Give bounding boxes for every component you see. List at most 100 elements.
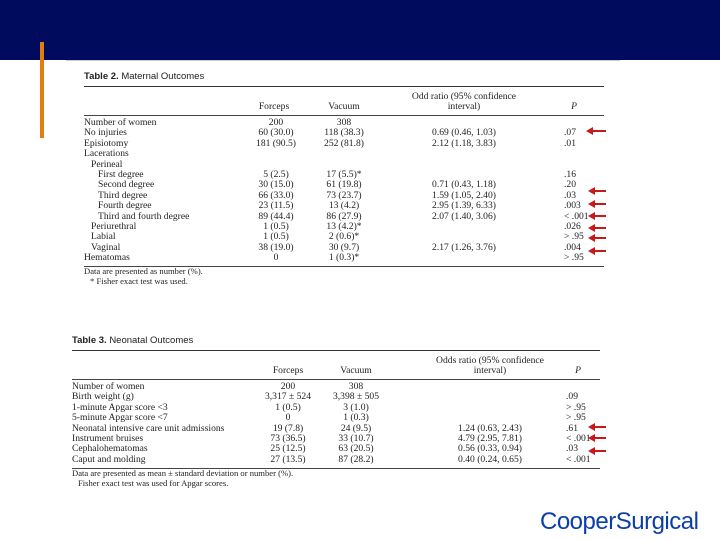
cell-forceps: 19 (7.8): [272, 422, 304, 434]
cell-odds-ratio: 2.95 (1.39, 6.33): [432, 200, 496, 212]
cell-forceps: 23 (11.5): [258, 200, 294, 212]
cell-forceps: 200: [268, 117, 284, 128]
cell-vacuum: 30 (9.7): [328, 241, 360, 253]
table3-header-p: P: [575, 364, 581, 376]
table3-body: Number of women 200 308 Birth weight (g) 3,3…: [72, 381, 600, 465]
table-row: Birth weight (g) 3,317 ± 524 3,398 ± 505 .0…: [72, 391, 600, 403]
table-row: Third and fourth degree 89 (44.4) 86 (27.9…: [84, 210, 604, 222]
table-row: Episiotomy 181 (90.5) 252 (81.8) 2.12 (1.18…: [84, 137, 604, 149]
table2-note-fisher: * Fisher exact test was used.: [90, 275, 188, 286]
row-label: Labial: [91, 231, 116, 243]
cell-vacuum: 3,398 ± 505: [332, 391, 380, 403]
cell-vacuum: 3 (1.0): [343, 401, 369, 413]
table3-header-forceps: Forceps: [272, 364, 304, 376]
table-row: Cephalohematomas 25 (12.5) 63 (20.5) 0.56 (…: [72, 443, 600, 455]
arrow-left-icon: [588, 212, 606, 220]
title-bar: [0, 0, 720, 60]
cell-forceps: 1 (0.5): [263, 220, 289, 232]
cell-forceps: 0: [273, 252, 279, 264]
cell-p-value: .03: [566, 443, 578, 455]
table-row: Periurethral 1 (0.5) 13 (4.2)* .026: [84, 220, 604, 232]
cell-vacuum: 1 (0.3): [343, 412, 369, 424]
cell-p-value: < .001: [566, 432, 591, 444]
row-label: Neonatal intensive care unit admissions: [72, 422, 225, 434]
cell-odds-ratio: 0.40 (0.24, 0.65): [458, 453, 522, 465]
cell-odds-ratio: 1.59 (1.05, 2.40): [432, 189, 496, 201]
row-label: Birth weight (g): [72, 391, 134, 403]
cell-p-value: .004: [564, 241, 581, 253]
cell-p-value: .20: [564, 179, 576, 191]
cell-p-value: > .95: [566, 401, 586, 413]
cell-vacuum: 86 (27.9): [326, 210, 362, 222]
table-row: Labial 1 (0.5) 2 (0.6)* > .95: [84, 231, 604, 243]
cell-forceps: 27 (13.5): [270, 453, 306, 465]
table3-note-fisher: Fisher exact test was used for Apgar sco…: [78, 477, 229, 488]
row-label: Third degree: [98, 189, 148, 201]
cell-vacuum: 118 (38.3): [324, 127, 364, 139]
arrow-left-icon: [588, 187, 606, 195]
table-row: Instrument bruises 73 (36.5) 33 (10.7) 4.79…: [72, 432, 600, 444]
cell-vacuum: 24 (9.5): [340, 422, 372, 434]
cell-vacuum: 13 (4.2): [328, 200, 360, 212]
table3-header-vacuum: Vacuum: [340, 364, 372, 376]
cell-vacuum: 308: [348, 381, 364, 392]
cell-vacuum: 252 (81.8): [324, 137, 364, 149]
row-label: Third and fourth degree: [98, 210, 190, 222]
row-label: Perineal: [91, 158, 123, 170]
cell-forceps: 3,317 ± 524: [264, 391, 312, 403]
table-row: 1-minute Apgar score <3 1 (0.5) 3 (1.0) > .…: [72, 401, 600, 413]
row-label: Lacerations: [84, 148, 129, 160]
cell-forceps: 66 (33.0): [258, 189, 294, 201]
cell-forceps: 5 (2.5): [263, 168, 289, 180]
table-row: Number of women 200 308: [72, 381, 600, 392]
row-label: Instrument bruises: [72, 432, 144, 444]
cell-forceps: 60 (30.0): [258, 127, 294, 139]
cell-vacuum: 87 (28.2): [338, 453, 374, 465]
table2-header-vacuum: Vacuum: [328, 100, 360, 112]
cell-odds-ratio: 0.69 (0.46, 1.03): [432, 127, 496, 139]
cell-forceps: 1 (0.5): [275, 401, 301, 413]
table2-caption-title: Maternal Outcomes: [121, 71, 205, 82]
table-row: Caput and molding 27 (13.5) 87 (28.2) 0.40 …: [72, 453, 600, 465]
row-label: 5-minute Apgar score <7: [72, 412, 168, 424]
cell-vacuum: 1 (0.3)*: [328, 252, 360, 264]
divider: [66, 60, 620, 61]
row-label: Periurethral: [91, 220, 137, 232]
cell-odds-ratio: 4.79 (2.95, 7.81): [458, 432, 522, 444]
row-label: First degree: [98, 168, 144, 180]
table2-note: Data are presented as number (%).: [84, 266, 203, 277]
row-label: Episiotomy: [84, 137, 129, 149]
cell-forceps: 30 (15.0): [258, 179, 294, 191]
table3-bottom-rule: [72, 468, 600, 470]
table-row: Vaginal 38 (19.0) 30 (9.7) 2.17 (1.26, 3.76…: [84, 241, 604, 253]
cell-vacuum: 308: [336, 117, 352, 128]
cell-p-value: .01: [564, 137, 576, 149]
table-row: Hematomas 0 1 (0.3)* > .95: [84, 252, 604, 264]
row-label: Hematomas: [84, 252, 130, 264]
cell-p-value: < .001: [566, 453, 591, 465]
table2-header-p: P: [571, 100, 577, 112]
table-neonatal-outcomes: Table 3. Neonatal Outcomes Forceps Vacuu…: [72, 335, 600, 488]
cell-p-value: .61: [566, 422, 578, 434]
cell-forceps: 25 (12.5): [270, 443, 306, 455]
table-maternal-outcomes: Table 2. Maternal Outcomes Forceps Vacuu…: [84, 71, 604, 286]
table3-note: Data are presented as mean ± standard de…: [72, 468, 294, 479]
arrow-left-icon: [588, 434, 606, 442]
cell-p-value: > .95: [566, 412, 586, 424]
arrow-left-icon: [588, 247, 606, 255]
cell-p-value: > .95: [564, 231, 584, 243]
table-row: Third degree 66 (33.0) 73 (23.7) 1.59 (1.05…: [84, 189, 604, 201]
cell-p-value: .16: [564, 168, 576, 180]
arrow-left-icon: [588, 423, 606, 431]
arrow-left-icon: [588, 234, 606, 242]
row-label: Second degree: [98, 179, 155, 191]
table-row: Lacerations: [84, 148, 604, 160]
brand-logo-text: CooperSurgical: [540, 508, 699, 535]
cell-vacuum: 17 (5.5)*: [326, 168, 362, 180]
cell-p-value: .026: [564, 220, 581, 232]
table2-caption: Table 2. Maternal Outcomes: [84, 71, 604, 87]
cell-odds-ratio: 2.17 (1.26, 3.76): [432, 241, 496, 253]
arrow-left-icon: [586, 127, 606, 135]
cell-vacuum: 2 (0.6)*: [328, 231, 360, 243]
cell-odds-ratio: 0.56 (0.33, 0.94): [458, 443, 522, 455]
